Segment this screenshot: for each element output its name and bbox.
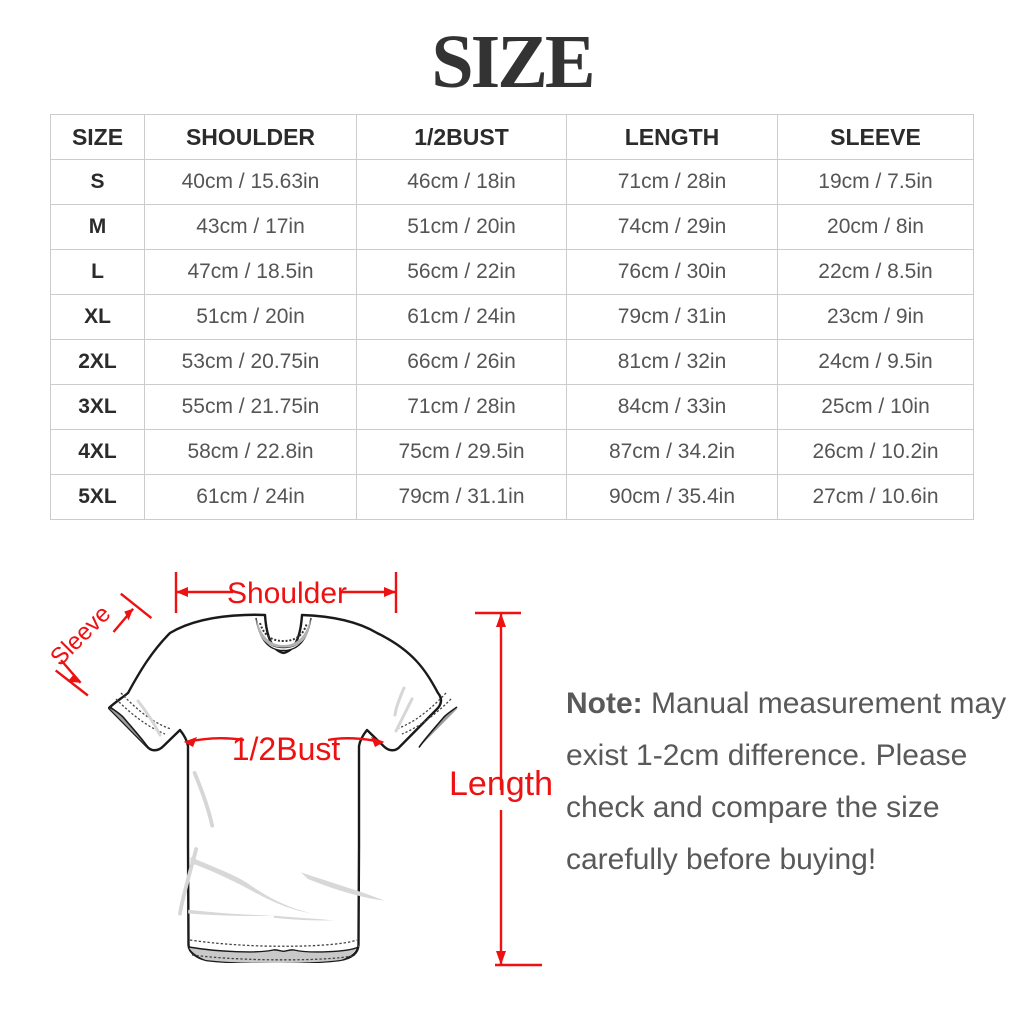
svg-text:Shoulder: Shoulder — [227, 577, 347, 610]
svg-text:1/2Bust: 1/2Bust — [232, 731, 341, 767]
svg-text:Length: Length — [449, 765, 553, 803]
svg-text:Sleeve: Sleeve — [45, 600, 116, 671]
